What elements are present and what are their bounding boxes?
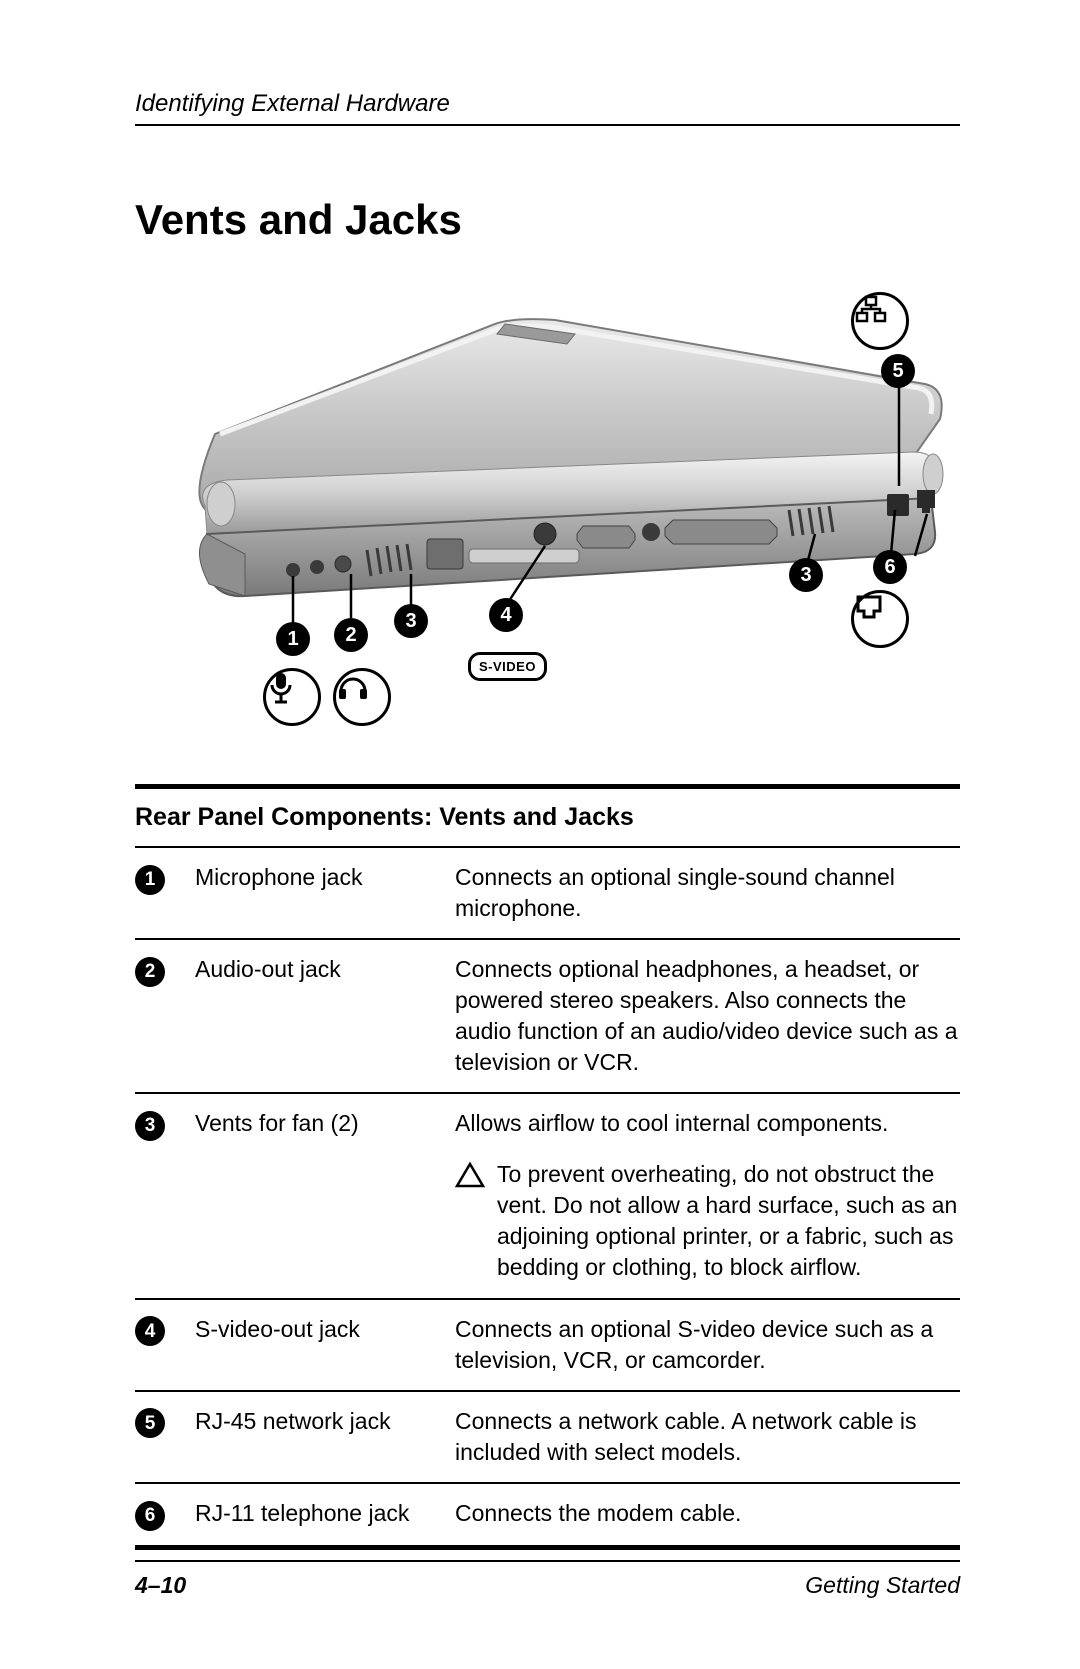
callout-2: 2	[334, 618, 368, 652]
callout-1: 1	[276, 622, 310, 656]
callout-3: 3	[394, 604, 428, 638]
callout-5: 5	[881, 354, 915, 388]
row-name: S-video-out jack	[195, 1314, 445, 1376]
row-num: 1	[135, 865, 165, 895]
row-desc: Connects a network cable. A network cabl…	[455, 1406, 960, 1468]
row-num: 3	[135, 1111, 165, 1141]
row-name: RJ-11 telephone jack	[195, 1498, 445, 1531]
table-row: 6 RJ-11 telephone jack Connects the mode…	[135, 1482, 960, 1545]
row-name: Audio-out jack	[195, 954, 445, 1078]
row-name: Microphone jack	[195, 862, 445, 924]
row-desc: Connects optional headphones, a headset,…	[455, 954, 960, 1078]
svideo-label-icon: S-VIDEO	[468, 652, 547, 681]
rear-panel-diagram: 1 2 3 4 3 6 5 S-VIDEO	[135, 284, 960, 774]
network-icon	[851, 292, 909, 350]
row-desc: Connects an optional S-video device such…	[455, 1314, 960, 1376]
running-head: Identifying External Hardware	[135, 90, 960, 126]
row-name: RJ-45 network jack	[195, 1406, 445, 1468]
laptop-rear-illustration	[135, 284, 960, 774]
row-desc: Allows airflow to cool internal componen…	[455, 1108, 960, 1139]
page-footer: 4–10 Getting Started	[135, 1560, 960, 1599]
row-name: Vents for fan (2)	[195, 1108, 445, 1283]
callout-6: 6	[873, 550, 907, 584]
row-num: 2	[135, 957, 165, 987]
microphone-icon	[263, 668, 321, 726]
callout-4: 4	[489, 598, 523, 632]
page-number: 4–10	[135, 1572, 186, 1599]
section-title: Vents and Jacks	[135, 196, 960, 244]
table-row: 1 Microphone jack Connects an optional s…	[135, 846, 960, 938]
table-title: Rear Panel Components: Vents and Jacks	[135, 789, 960, 846]
caution-icon	[455, 1161, 485, 1189]
rj-jack-icon	[851, 590, 909, 648]
table-row: 4 S-video-out jack Connects an optional …	[135, 1298, 960, 1390]
table-row: 2 Audio-out jack Connects optional headp…	[135, 938, 960, 1092]
components-table: Rear Panel Components: Vents and Jacks 1…	[135, 784, 960, 1550]
row-desc: Connects an optional single-sound channe…	[455, 862, 960, 924]
callout-3b: 3	[789, 558, 823, 592]
row-num: 6	[135, 1501, 165, 1531]
caution-text: To prevent overheating, do not obstruct …	[497, 1159, 960, 1283]
table-row: 5 RJ-45 network jack Connects a network …	[135, 1390, 960, 1482]
row-num: 4	[135, 1316, 165, 1346]
table-row: 3 Vents for fan (2) Allows airflow to co…	[135, 1092, 960, 1297]
book-title: Getting Started	[805, 1572, 960, 1599]
headphones-icon	[333, 668, 391, 726]
row-desc: Connects the modem cable.	[455, 1498, 960, 1531]
row-num: 5	[135, 1408, 165, 1438]
caution-note: To prevent overheating, do not obstruct …	[455, 1159, 960, 1283]
